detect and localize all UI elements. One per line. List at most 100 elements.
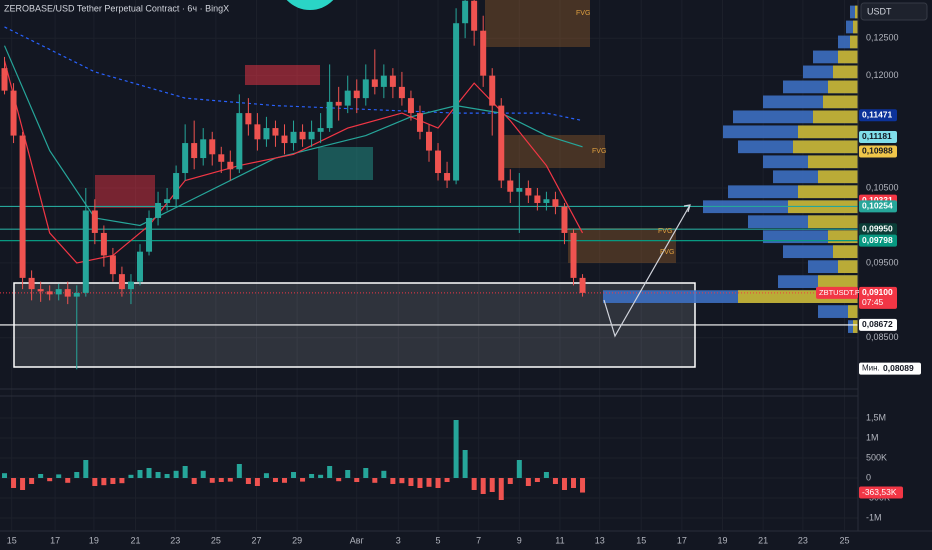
profile-bar-part bbox=[853, 320, 858, 333]
price-badge-label: 0,09798 bbox=[862, 235, 893, 245]
profile-bar-part bbox=[855, 5, 858, 19]
delta-bar bbox=[561, 478, 567, 490]
candle-body bbox=[416, 113, 423, 132]
candle-body bbox=[100, 232, 107, 256]
candle-body bbox=[82, 210, 89, 293]
candle-body bbox=[19, 135, 26, 278]
delta-bar bbox=[29, 478, 35, 484]
delta-bar bbox=[173, 470, 179, 478]
last-price-badge bbox=[859, 286, 897, 309]
candle-body bbox=[173, 173, 180, 200]
min-name: Мин. bbox=[862, 364, 880, 373]
delta-bar bbox=[92, 478, 98, 486]
profile-bar-part bbox=[848, 305, 858, 318]
x-tick-label: 21 bbox=[758, 535, 768, 545]
delta-bar bbox=[363, 468, 369, 478]
delta-bar bbox=[462, 450, 468, 478]
delta-bar bbox=[480, 478, 486, 494]
delta-bar bbox=[489, 478, 495, 492]
delta-bar bbox=[263, 473, 269, 478]
chart-title: ZEROBASE/USD Tether Perpetual Contract ·… bbox=[4, 3, 229, 13]
min-label: 0,08089 bbox=[883, 363, 914, 373]
candle-body bbox=[516, 188, 523, 192]
candle-body bbox=[299, 131, 306, 140]
countdown-label: 07:45 bbox=[862, 297, 884, 307]
fvg-zone bbox=[500, 135, 605, 168]
candle-body bbox=[272, 128, 279, 136]
price-badge-label: 0,11471 bbox=[862, 110, 893, 120]
candle-body bbox=[218, 154, 225, 162]
profile-bar-part bbox=[808, 155, 858, 169]
delta-bar bbox=[543, 472, 549, 478]
x-tick-label: 13 bbox=[595, 535, 605, 545]
delta-bar bbox=[20, 478, 26, 490]
candle-body bbox=[552, 199, 559, 207]
order-block bbox=[245, 65, 320, 85]
candle-body bbox=[371, 79, 378, 87]
x-tick-label: 17 bbox=[50, 535, 60, 545]
delta-bar bbox=[281, 478, 287, 483]
profile-bar-part bbox=[813, 110, 858, 124]
delta-tick-label: 500K bbox=[866, 452, 887, 462]
fvg-zone bbox=[568, 228, 676, 263]
candle-body bbox=[55, 289, 62, 295]
price-badge-label: 0,11181 bbox=[862, 131, 892, 141]
profile-bar-part bbox=[833, 65, 858, 79]
candle-body bbox=[136, 251, 143, 282]
arrow-head bbox=[683, 204, 691, 213]
candle-body bbox=[471, 0, 478, 31]
candle-body bbox=[353, 90, 360, 99]
delta-bar bbox=[327, 466, 333, 478]
candle-body bbox=[498, 105, 505, 181]
delta-bar bbox=[552, 478, 558, 484]
candle-body bbox=[507, 180, 514, 192]
delta-bar bbox=[119, 478, 125, 484]
y-tick-label: 0,08500 bbox=[866, 332, 899, 342]
candle-body bbox=[227, 161, 234, 170]
logo-circle bbox=[286, 0, 334, 10]
candle-body bbox=[380, 75, 387, 87]
candle-body bbox=[146, 217, 153, 252]
candle-body bbox=[263, 128, 270, 140]
x-tick-label: 3 bbox=[396, 535, 401, 545]
x-tick-label: 11 bbox=[555, 535, 564, 545]
currency-label[interactable]: USDT bbox=[867, 6, 892, 16]
delta-bar bbox=[408, 478, 414, 486]
profile-bar-part bbox=[828, 230, 858, 244]
candle-body bbox=[182, 143, 189, 174]
delta-bar bbox=[227, 478, 233, 482]
price-badge-label: 0,08672 bbox=[862, 319, 893, 329]
delta-bar bbox=[155, 472, 161, 478]
fvg-label: FVG bbox=[592, 148, 606, 155]
ma-line bbox=[4, 26, 583, 122]
profile-bar-part bbox=[833, 245, 858, 259]
candle-body bbox=[407, 98, 414, 114]
candle-body bbox=[489, 75, 496, 106]
ma-line bbox=[3, 60, 584, 264]
delta-bar bbox=[218, 478, 224, 482]
delta-bar bbox=[209, 478, 215, 483]
delta-bar bbox=[164, 474, 170, 478]
delta-bar bbox=[516, 460, 522, 478]
y-tick-label: 0,10500 bbox=[866, 182, 899, 192]
delta-bar bbox=[254, 478, 260, 486]
price-badge bbox=[859, 145, 897, 158]
price-badge-label: 0,10331 bbox=[862, 195, 893, 205]
price-badge bbox=[859, 200, 897, 213]
currency-button[interactable] bbox=[860, 2, 928, 21]
price-badge bbox=[859, 109, 897, 122]
candle-body bbox=[435, 150, 442, 174]
delta-badge-label: -363,53K bbox=[862, 487, 897, 497]
y-tick-label: 0,09500 bbox=[866, 257, 899, 267]
delta-bar bbox=[417, 478, 423, 488]
delta-bar bbox=[534, 478, 540, 482]
delta-bar bbox=[471, 478, 477, 490]
x-tick-label: 27 bbox=[251, 535, 261, 545]
candle-body bbox=[200, 139, 207, 159]
price-badge bbox=[859, 130, 897, 143]
candle-body bbox=[344, 90, 351, 106]
levels bbox=[0, 205, 858, 326]
y-tick-label: 0,12500 bbox=[866, 33, 899, 43]
delta-bar bbox=[318, 474, 324, 478]
ma-line bbox=[3, 45, 583, 227]
